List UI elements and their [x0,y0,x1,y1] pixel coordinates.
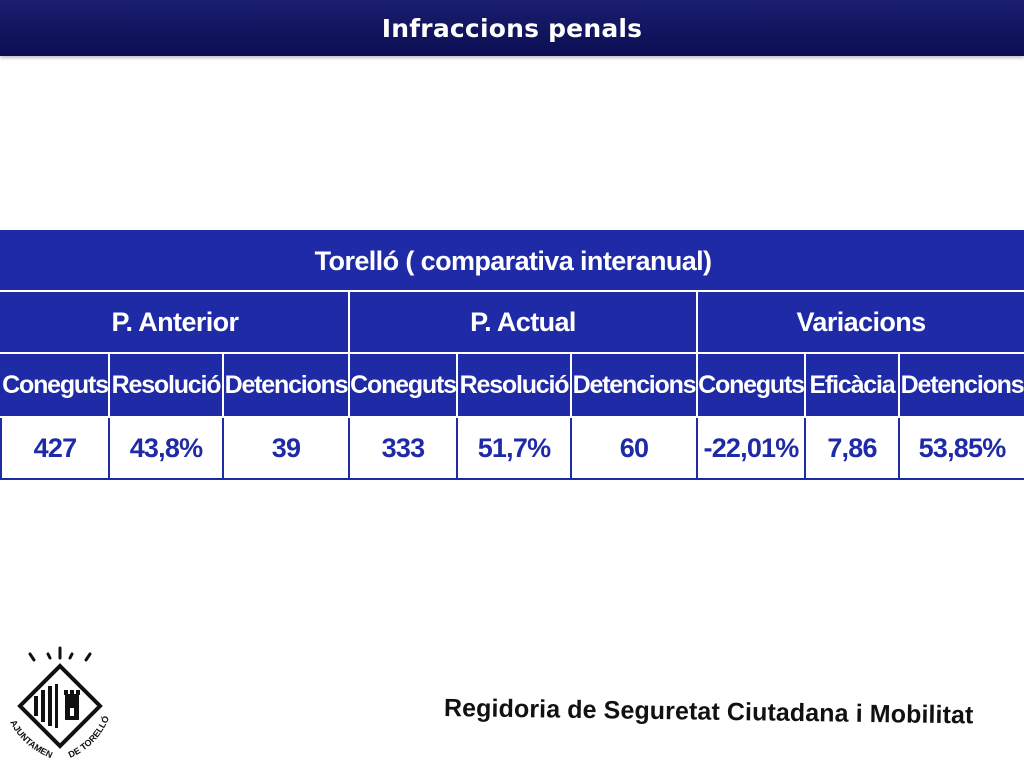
diamond-frame-icon [17,663,103,749]
title-bar: Infraccions penals [0,0,1024,56]
logo-text-right: DE TORELLÓ [67,714,112,760]
tower-icon [64,690,80,720]
comparison-table: Torelló ( comparativa interanual) P. Ant… [0,230,1024,480]
table-cell: 60 [570,416,698,480]
table-cell: 7,86 [804,416,900,480]
logo-text-left: AJUNTAMENT [4,644,54,760]
column-header: Resolució [108,352,224,418]
table-cell: -22,01% [696,416,806,480]
table-cell: 39 [222,416,350,480]
table-cell: 51,7% [456,416,572,480]
column-header: Detencions [570,352,698,418]
logo-emblem-icon: AJUNTAMENT DE TORELLÓ [1,636,112,760]
table-title: Torelló ( comparativa interanual) [0,230,1024,292]
column-header: Resolució [456,352,572,418]
group-header-variations: Variacions [695,291,1024,354]
column-header: Coneguts [348,352,458,418]
group-header-previous-period: P. Anterior [0,291,350,354]
table-row: 427 43,8% 39 333 51,7% 60 -22,01% 7,86 5… [0,416,1024,480]
footer-department: Regidoria de Seguretat Ciutadana i Mobil… [443,694,974,730]
stripes-icon [34,684,58,728]
table-cell: 43,8% [108,416,224,480]
column-header: Detencions [222,352,350,418]
crown-marks-icon [28,646,92,662]
slide-title: Infraccions penals [381,13,643,43]
comparison-table-container: Torelló ( comparativa interanual) P. Ant… [0,230,1024,480]
municipal-logo: AJUNTAMENT DE TORELLÓ [1,636,116,762]
group-header-current-period: P. Actual [348,291,698,354]
column-header: Eficàcia [804,352,900,418]
column-header: Detencions [897,352,1024,418]
table-cell: 333 [348,416,458,480]
column-header: Coneguts [696,352,806,418]
table-cell: 427 [0,416,110,480]
table-cell: 53,85% [897,416,1024,480]
column-header: Coneguts [0,352,110,418]
